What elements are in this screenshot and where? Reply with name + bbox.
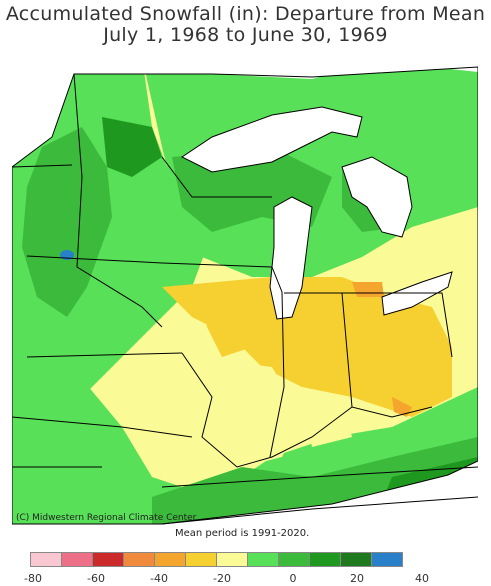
light-region-indiana [302, 387, 352, 447]
legend-swatch [61, 552, 93, 567]
orange-region-michigan [352, 282, 384, 297]
green-region-west-dark [22, 127, 112, 317]
legend-tick-labels: -80 -60 -40 -20 0 20 40 [0, 572, 491, 586]
yellow-band-illinois [202, 297, 252, 357]
border-wi-il [161, 262, 273, 268]
map-title-line-1: Accumulated Snowfall (in): Departure fro… [5, 3, 486, 25]
legend-tick: -20 [213, 572, 231, 585]
legend-tick: -60 [87, 572, 105, 585]
border-tennessee [161, 496, 478, 525]
border-mn-wi [73, 73, 163, 328]
border-iowa-north [26, 255, 163, 264]
orange-region-ohio [392, 397, 412, 417]
legend-tick: -40 [150, 572, 168, 585]
credit-text: (C) Midwestern Regional Climate Center [16, 513, 197, 523]
legend-swatch [216, 552, 248, 567]
border-river-south [181, 352, 433, 468]
legend-swatch [340, 552, 372, 567]
legend-tick: 20 [350, 572, 364, 585]
legend-colorbar [30, 552, 403, 567]
border-iowa-south [26, 352, 183, 358]
snowfall-departure-map [12, 57, 478, 525]
map-outline [12, 66, 478, 525]
legend-swatch [30, 552, 62, 567]
border-oh-east [342, 292, 453, 358]
legend-swatch [185, 552, 217, 567]
legend-tick: 0 [289, 572, 297, 585]
legend-swatch [278, 552, 310, 567]
legend-swatch [92, 552, 124, 567]
border-dakota [12, 164, 73, 168]
legend-swatch [123, 552, 155, 567]
border-kentucky-south [161, 466, 478, 488]
legend-tick: -80 [24, 572, 42, 585]
border-il-in [269, 266, 285, 458]
legend-swatch [371, 552, 403, 567]
green-region-northwest-dark [102, 117, 162, 177]
light-region-illinois [192, 357, 302, 467]
legend-swatch [154, 552, 186, 567]
legend-swatch [309, 552, 341, 567]
border-michigan-up [161, 156, 272, 198]
border-missouri [12, 416, 193, 438]
mean-period-text: Mean period is 1991-2020. [175, 528, 310, 539]
legend-tick: 40 [415, 572, 429, 585]
lake-huron [341, 156, 413, 238]
lake-superior [181, 106, 363, 173]
map-title-line-2: July 1, 1968 to June 30, 1969 [103, 24, 388, 46]
legend-swatch [247, 552, 279, 567]
